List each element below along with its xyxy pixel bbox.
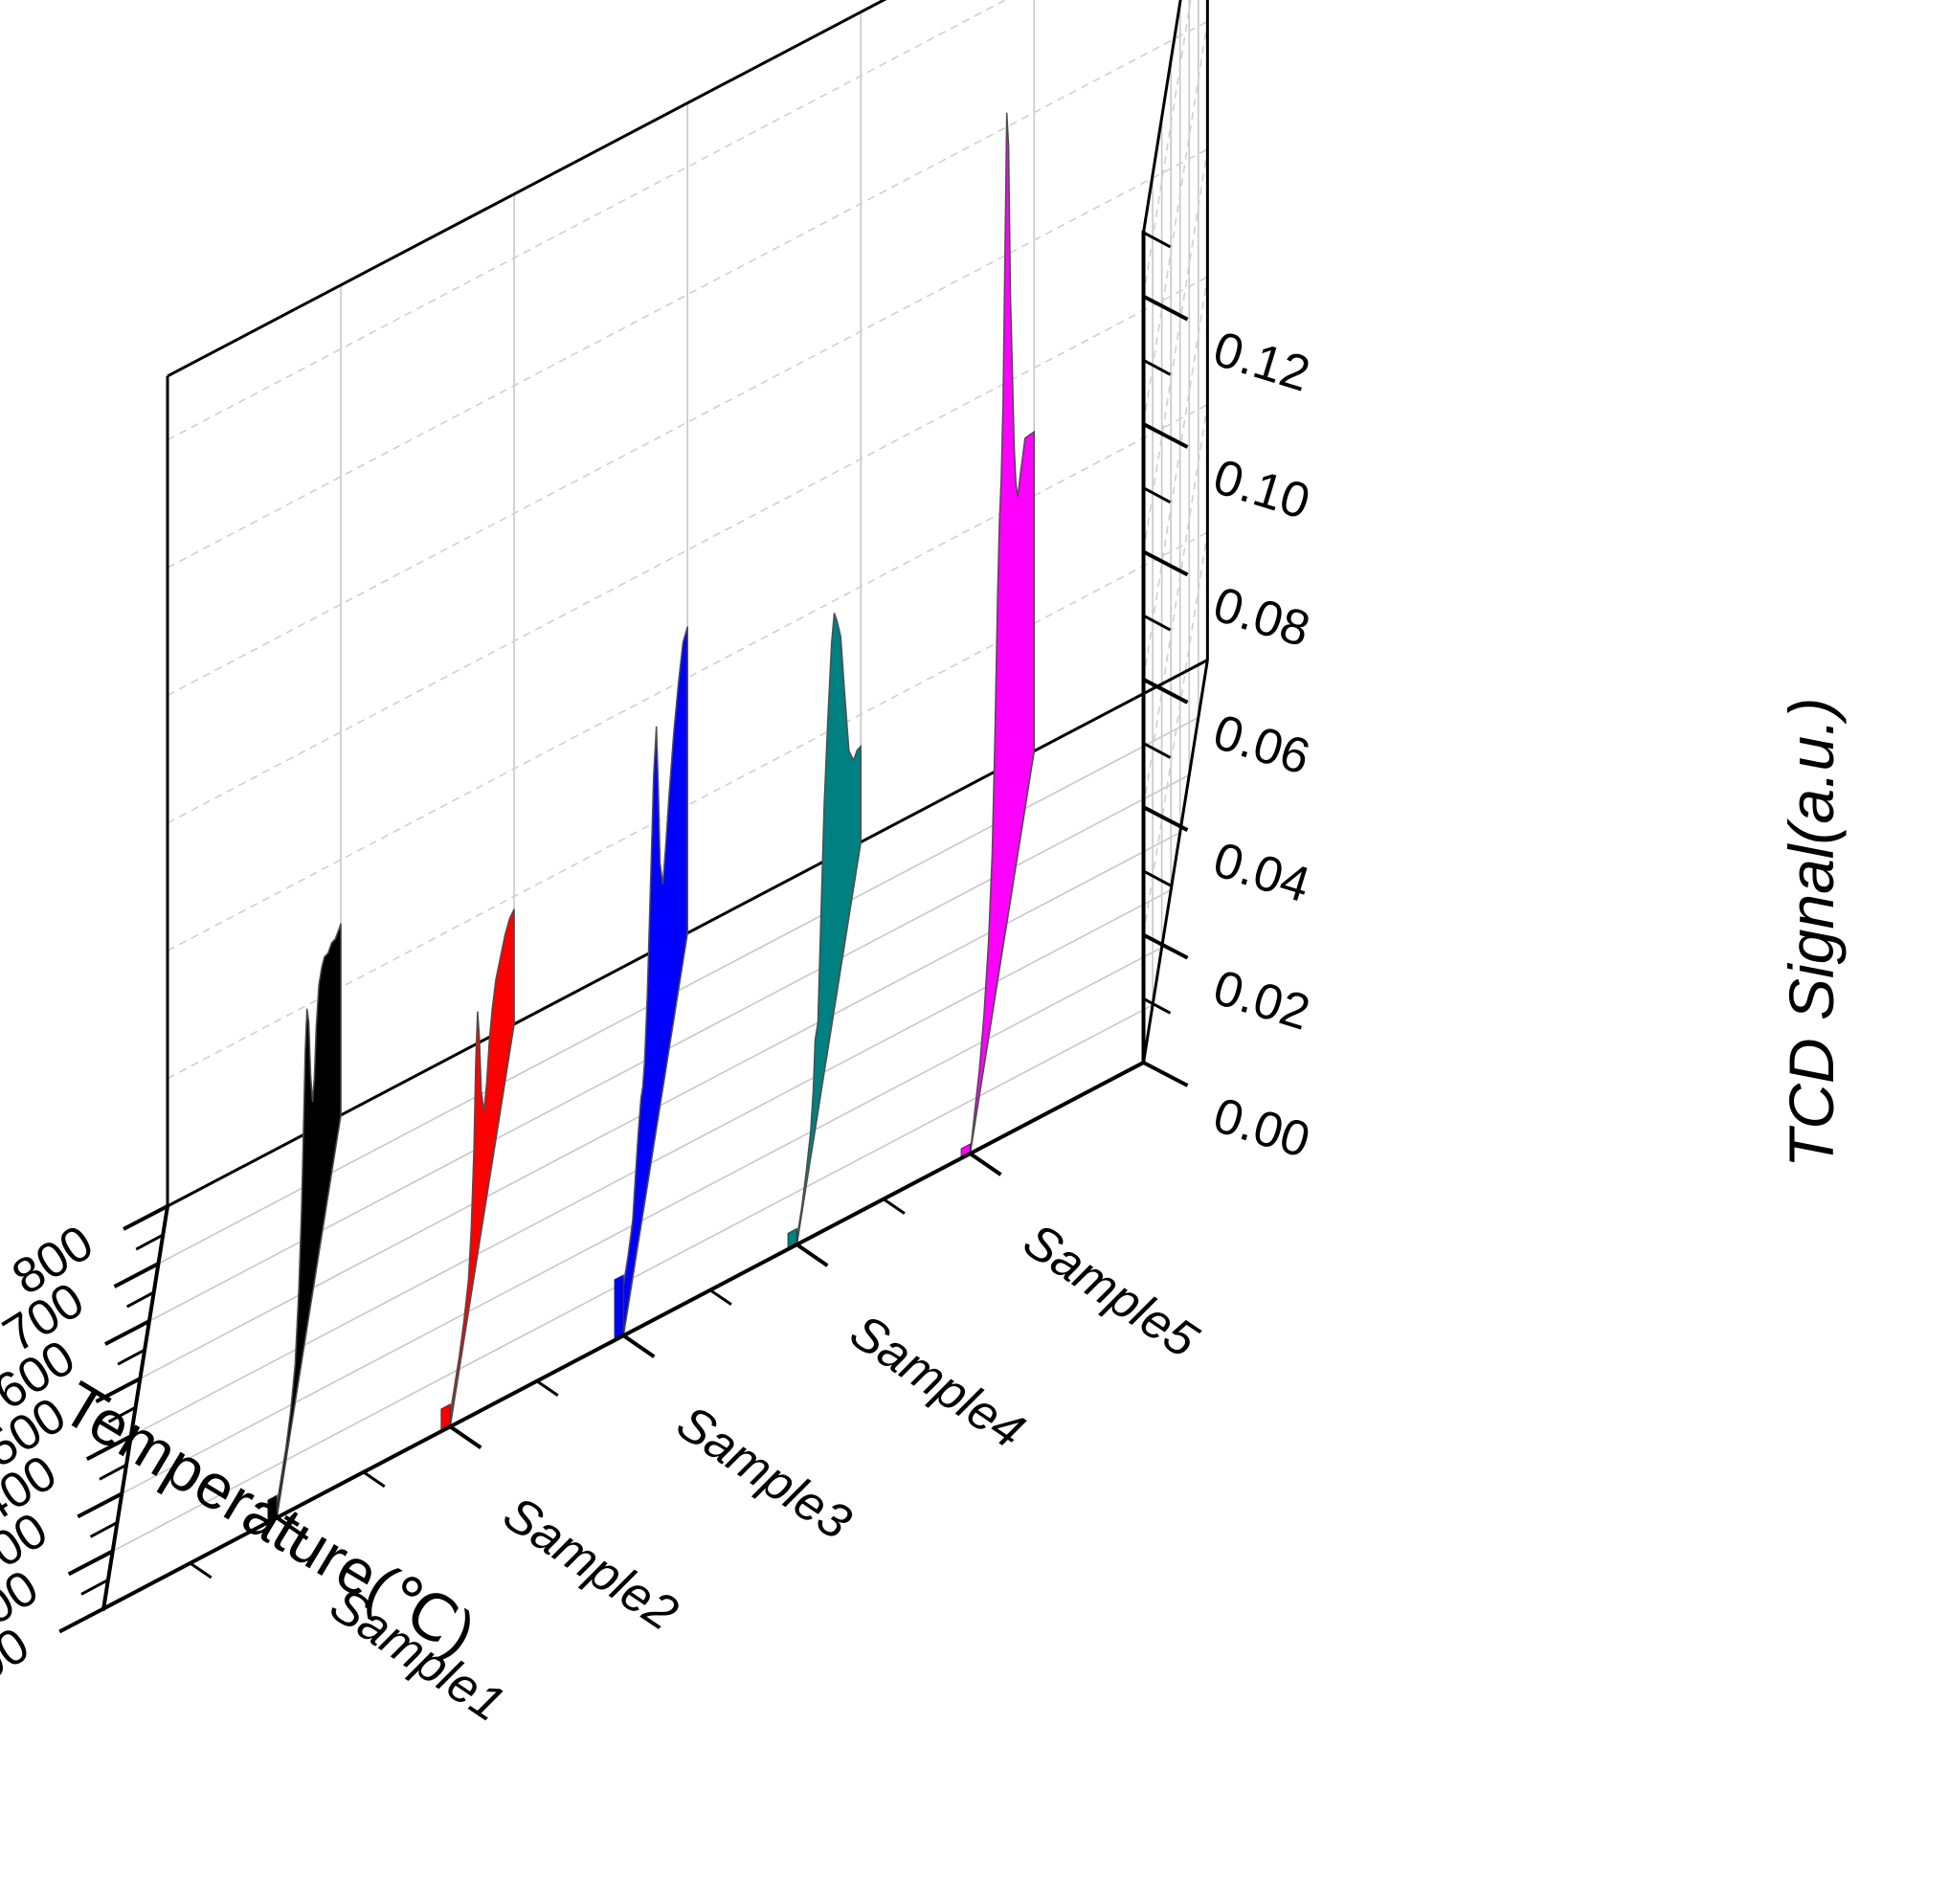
temperature-minor-tick (89, 1521, 119, 1538)
series-group-sample4 (787, 613, 862, 1250)
temperature-minor-tick (107, 1405, 137, 1423)
temperature-tick (103, 1319, 150, 1346)
tcd-tick (1142, 805, 1189, 832)
tcd-tick (1142, 678, 1189, 705)
tcd-tick-label: 0.04 (1207, 832, 1316, 913)
tcd-minor-tick (1142, 742, 1172, 759)
series-end-face-sample3 (614, 1274, 624, 1341)
axis-layer (58, 230, 1189, 1634)
sample-minor-tick (362, 1470, 386, 1489)
series-group-sample1 (267, 923, 342, 1524)
sample-tick (276, 1515, 309, 1541)
series-area-sample4 (796, 613, 862, 1245)
temperature-tick-label: 800 (3, 1215, 102, 1306)
temperature-tick (113, 1262, 160, 1288)
sample-minor-tick (709, 1288, 732, 1306)
tcd-tick-label: 0.02 (1207, 960, 1316, 1042)
series-layer (267, 112, 1036, 1524)
temperature-tick (123, 1204, 168, 1231)
tcd-tick-label: 0.10 (1207, 449, 1316, 530)
back-wall-grid-z (1142, 148, 1209, 552)
temperature-tick (58, 1606, 105, 1634)
tcd-tick-label: 0.06 (1207, 705, 1316, 786)
sample-tick (796, 1243, 829, 1267)
back-wall-grid-z (1142, 404, 1209, 808)
sample-minor-tick (535, 1379, 559, 1398)
temperature-minor-tick (117, 1348, 146, 1366)
tcd-tick (1142, 294, 1189, 322)
tcd-tick (1142, 422, 1189, 449)
tcd-tick (1142, 932, 1189, 960)
sample-minor-tick (883, 1198, 906, 1215)
sample-tick (449, 1424, 482, 1449)
temperature-minor-tick (99, 1463, 127, 1481)
tcd-minor-tick (1142, 358, 1172, 376)
temperature-minor-tick (135, 1233, 164, 1251)
tcd-tick-label: 0.00 (1207, 1087, 1316, 1169)
series-group-sample3 (614, 626, 688, 1341)
left-wall-grid-z (167, 148, 1208, 697)
back-wall-grid-z (1142, 0, 1192, 297)
series-area-sample1 (276, 923, 342, 1518)
tcd-tick (1142, 549, 1189, 577)
z-axis-title: TCD Signal(a.u.) (1776, 698, 1847, 1169)
frame-edge (167, 0, 887, 378)
temperature-minor-tick (125, 1290, 155, 1309)
series-area-sample2 (449, 908, 515, 1427)
temperature-tick (77, 1491, 123, 1519)
back-wall-grid-z (1142, 277, 1209, 680)
sample-minor-tick (189, 1561, 213, 1579)
tcd-minor-tick (1142, 869, 1172, 887)
sample-category-label: Sample2 (494, 1486, 688, 1642)
temperature-tick (85, 1434, 132, 1462)
left-wall-grid-z (167, 276, 1208, 824)
series-area-sample3 (622, 626, 688, 1336)
sample-category-label: Sample3 (667, 1395, 862, 1551)
tcd-tick-label: 0.08 (1207, 576, 1316, 658)
tcd-minor-tick (1142, 486, 1172, 504)
temperature-tick (67, 1549, 114, 1577)
sample-tick (969, 1152, 1002, 1176)
temperature-minor-tick (80, 1579, 109, 1596)
left-wall-grid-z (167, 20, 1208, 569)
series-area-sample5 (969, 112, 1036, 1154)
back-wall-grid-z (1142, 531, 1209, 935)
tcd-minor-tick (1142, 614, 1172, 632)
frame-edge (1142, 0, 1182, 234)
sample-category-label: Sample5 (1014, 1213, 1208, 1369)
tcd-minor-tick (1142, 997, 1172, 1015)
sample-tick (622, 1333, 656, 1358)
sample-category-label: Sample4 (841, 1304, 1035, 1460)
frame-edge (1142, 660, 1209, 1064)
series-group-sample5 (960, 112, 1036, 1159)
tcd-minor-tick (1142, 231, 1172, 249)
back-wall-grid-z (1142, 21, 1209, 425)
temperature-tick (95, 1377, 142, 1403)
tcd-tick-label: 0.12 (1207, 322, 1316, 403)
tcd-tick (1142, 1061, 1189, 1087)
series-group-sample2 (440, 908, 515, 1433)
